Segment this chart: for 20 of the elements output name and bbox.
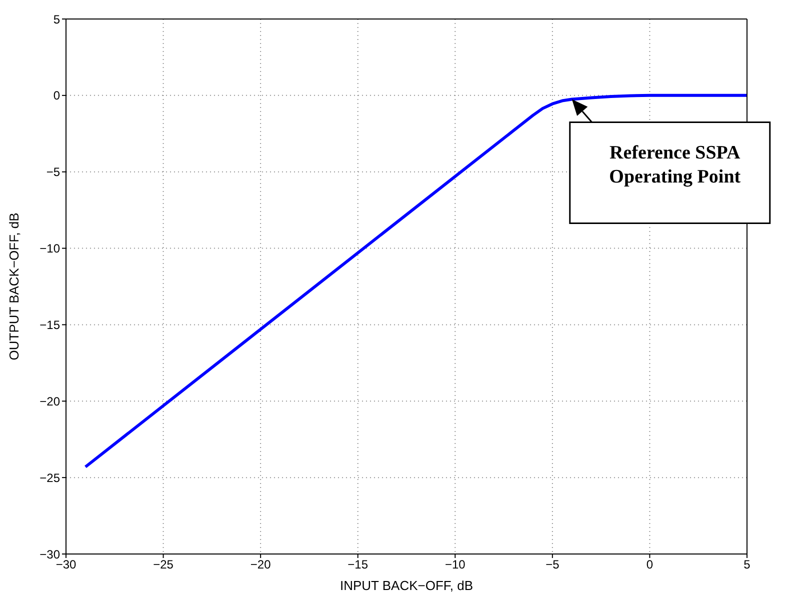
y-tick-label: −25 [40, 470, 60, 485]
y-tick-label: 5 [53, 12, 60, 26]
y-tick-label: −5 [46, 165, 60, 180]
x-axis-title: INPUT BACK−OFF, dB [340, 578, 474, 593]
callout-box: Reference SSPA Operating Point [569, 122, 771, 224]
x-tick-label: 0 [646, 558, 654, 572]
line-series [84, 94, 747, 468]
x-tick-label: −5 [546, 558, 560, 572]
y-tick-label: −15 [40, 318, 60, 332]
y-tick-label: 0 [53, 88, 60, 103]
y-tick-label: −20 [40, 394, 60, 408]
annotation: Reference SSPA Operating Point [609, 142, 742, 188]
x-tick-label: −20 [250, 558, 272, 572]
y-tick-label: −10 [40, 242, 60, 256]
x-tick-label: −25 [153, 558, 174, 572]
x-tick-label: −10 [444, 558, 466, 572]
y-axis-title: OUTPUT BACK−OFF, dB [6, 212, 22, 360]
x-tick-label: 5 [744, 558, 751, 572]
y-tick-label: −30 [40, 547, 60, 562]
x-tick-label: −15 [348, 558, 368, 572]
